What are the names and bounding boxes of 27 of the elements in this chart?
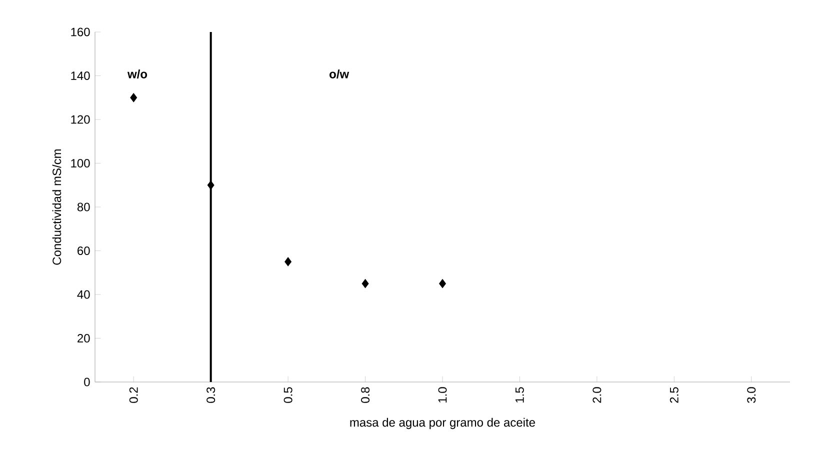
y-tick-label: 60 <box>78 246 90 256</box>
x-tick-label: 2.5 <box>670 387 678 403</box>
x-tick-label: 0.3 <box>206 387 216 403</box>
y-axis-title: Conductividad mS/cm <box>52 149 62 265</box>
y-tick-label: 160 <box>71 28 90 36</box>
x-tick-label: 1.0 <box>438 387 447 402</box>
y-tick-label: 140 <box>71 71 90 80</box>
point <box>207 180 214 190</box>
annotation: o/w <box>330 70 350 78</box>
x-tick-label: 3.0 <box>747 387 756 403</box>
y-tick-label: 20 <box>78 334 90 343</box>
y-tick-label: 80 <box>77 202 90 212</box>
x-tick-label: 2.0 <box>592 387 602 403</box>
y-tick-label: 100 <box>71 158 90 168</box>
y-tick-label: 0 <box>84 378 90 386</box>
point <box>130 93 138 102</box>
x-tick-label: 1.5 <box>516 387 524 402</box>
x-tick-label: 0.2 <box>129 387 138 403</box>
x-tick-label: 0.8 <box>361 387 370 403</box>
point <box>284 257 292 266</box>
y-tick-label: 40 <box>77 290 90 299</box>
point <box>439 279 446 288</box>
x-tick-label: 0.5 <box>284 387 292 403</box>
point <box>362 279 369 288</box>
x-axis-title: masa de agua por gramo de aceite <box>350 418 535 430</box>
annotation: w/o <box>127 70 148 78</box>
y-tick-label: 120 <box>71 115 90 124</box>
